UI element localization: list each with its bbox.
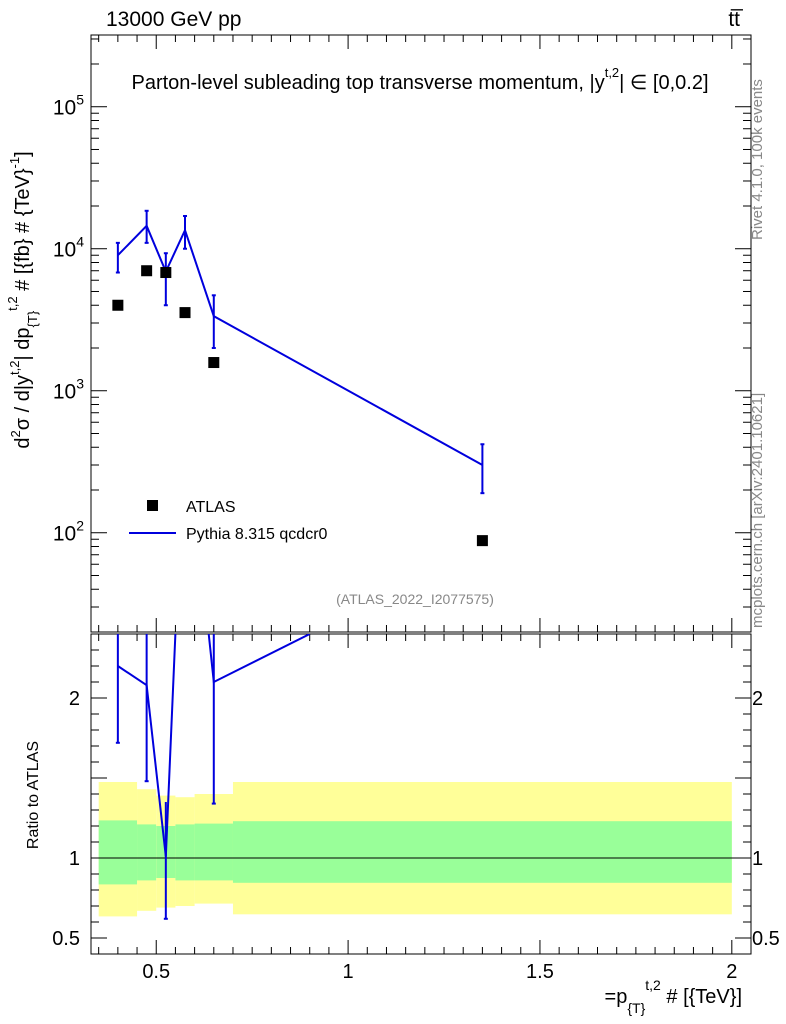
x-tick-label: 1 (343, 961, 354, 983)
x-tick-label: 0.5 (142, 961, 170, 983)
ratio-y-tick-label-right: 0.5 (752, 928, 780, 950)
ratio-y-tick-label-right: 1 (752, 848, 763, 870)
ratio-y-tick-label-right: 2 (752, 688, 763, 710)
legend-pythia-label: Pythia 8.315 qcdcr0 (186, 526, 328, 543)
mc-series-main (115, 209, 485, 495)
mcplots-label: mcplots.cern.ch [arXiv:2401.10621] (749, 393, 766, 628)
energy-label: 13000 GeV pp (106, 8, 241, 31)
atlas-point (112, 299, 124, 311)
main-frame (90, 34, 752, 633)
atlas-point (141, 265, 153, 277)
main-x-ticks (98, 35, 733, 632)
ratio-y-ticks: 0.5 0.5 1 1 2 2 (52, 649, 780, 950)
main-y-tick-label: 105 (53, 92, 84, 120)
ratio-y-tick-label: 0.5 (52, 928, 80, 950)
x-axis-label: =p{T}t,2 # [{TeV}] (605, 977, 742, 1016)
main-y-tick-label: 104 (53, 234, 84, 262)
legend-atlas-label: ATLAS (186, 499, 236, 516)
ratio-green-band-0 (98, 820, 138, 885)
plot-title-tail: | ∈ [0,0.2] (619, 72, 708, 94)
ratio-green-band-3 (175, 824, 195, 881)
x-tick-label: 2 (726, 961, 737, 983)
process-label: tt̅ (728, 8, 744, 31)
mc-line (117, 224, 483, 466)
ratio-y-axis-label: Ratio to ATLAS (25, 741, 42, 849)
ratio-green-band-1 (137, 824, 157, 881)
mc-series-ratio (115, 634, 311, 920)
ratio-x-ticks: 0.5 1 1.5 2 (98, 634, 737, 983)
main-y-axis-label: d2σ / d|yt,2| dp{T}t,2 # [{fb} # {TeV}-1… (5, 151, 40, 448)
plot-title-y: y (595, 72, 605, 94)
ratio-bands (98, 782, 732, 917)
legend-atlas-marker (147, 500, 158, 511)
ratio-green-band-5 (232, 821, 732, 883)
ratio-y-tick-label: 1 (69, 848, 80, 870)
atlas-point (208, 357, 220, 369)
main-y-tick-label: 103 (53, 376, 84, 404)
mc-ratio-line (117, 634, 311, 857)
ratio-y-tick-label: 2 (69, 688, 80, 710)
main-y-ticks: 102 103 104 105 (53, 38, 751, 633)
plot-title-main: Parton-level subleading top transverse m… (132, 72, 595, 94)
rivet-label: Rivet 4.1.0, 100k events (749, 79, 766, 240)
ratio-green-band-4 (194, 823, 233, 881)
legend: ATLAS Pythia 8.315 qcdcr0 (129, 499, 328, 543)
x-tick-label: 1.5 (526, 961, 554, 983)
main-y-tick-label: 102 (53, 518, 84, 546)
plot-title: Parton-level subleading top transverse m… (132, 65, 709, 94)
atlas-series-main (112, 265, 488, 547)
analysis-watermark: (ATLAS_2022_I2077575) (336, 591, 494, 607)
atlas-point (476, 535, 488, 547)
atlas-point (179, 307, 191, 319)
plot-title-sup: t,2 (605, 65, 619, 80)
atlas-point (160, 267, 172, 279)
